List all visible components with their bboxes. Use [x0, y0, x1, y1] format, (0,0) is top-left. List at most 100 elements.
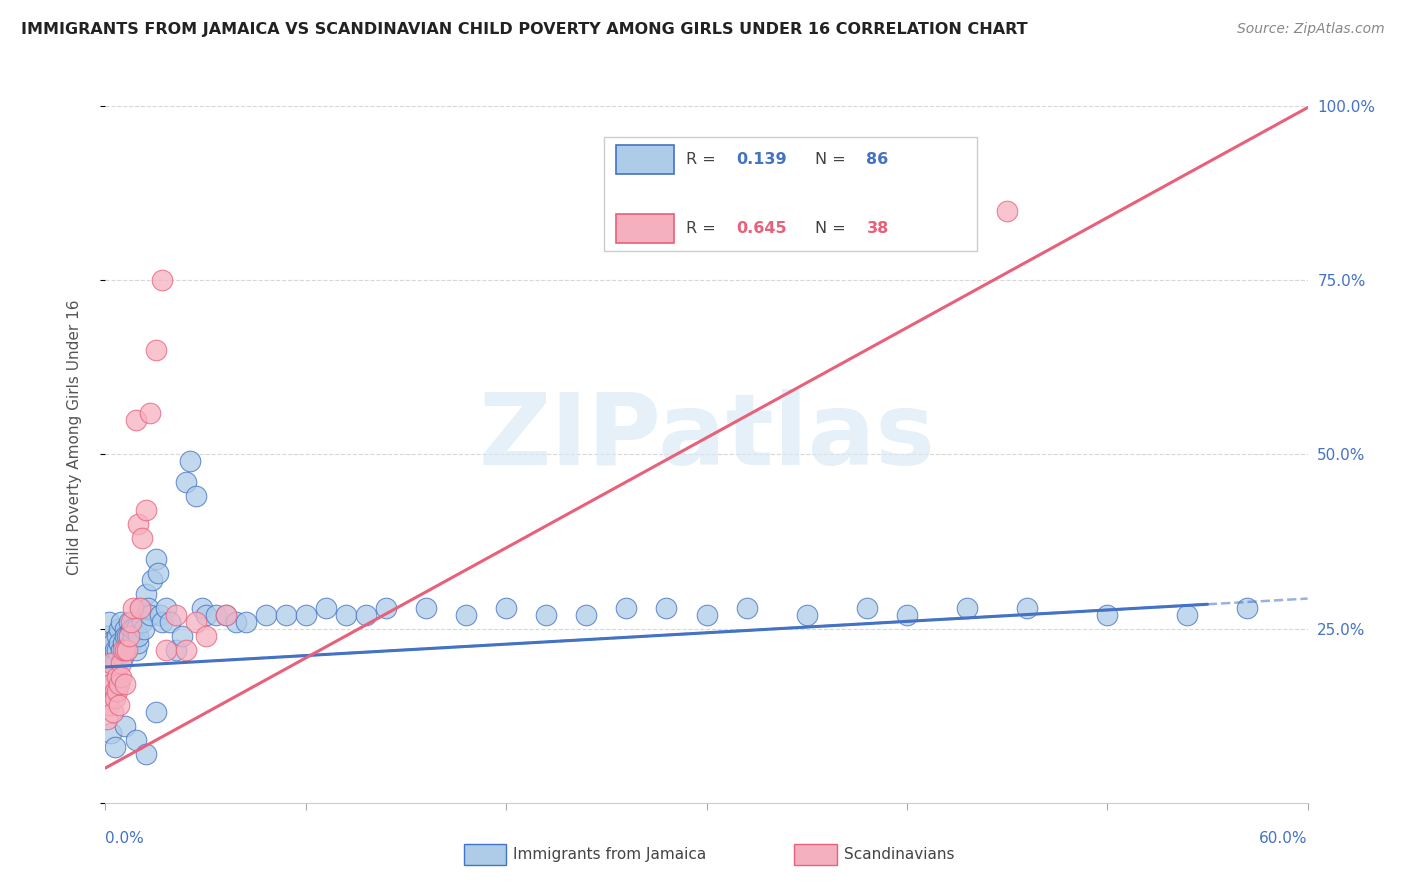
Point [1236, 600, 1258, 615]
Point [104, 657, 127, 671]
Point [235, 615, 257, 629]
Point [956, 600, 979, 615]
Text: 0.139: 0.139 [737, 152, 787, 167]
Point [148, 607, 170, 622]
Point [107, 684, 129, 698]
Point [96, 642, 118, 657]
Point [1097, 607, 1119, 622]
Point [194, 607, 217, 622]
Point [127, 517, 149, 532]
Point [110, 657, 132, 671]
Point [118, 629, 141, 643]
Point [214, 607, 236, 622]
Point [155, 600, 177, 615]
Point [104, 740, 127, 755]
Point [104, 642, 127, 657]
Point [122, 622, 145, 636]
Point [225, 615, 247, 629]
Point [454, 607, 477, 622]
Point [145, 552, 167, 566]
Point [534, 607, 557, 622]
Point [124, 642, 146, 657]
Point [131, 531, 153, 545]
Point [165, 642, 187, 657]
Point [124, 412, 146, 426]
Point [179, 454, 201, 468]
Text: N =: N = [814, 221, 851, 236]
Text: ZIPatlas: ZIPatlas [478, 389, 935, 485]
Point [616, 600, 638, 615]
Point [696, 607, 718, 622]
Point [117, 629, 139, 643]
Text: N =: N = [814, 152, 851, 167]
Text: 38: 38 [866, 221, 889, 236]
Point [165, 607, 187, 622]
Point [150, 273, 173, 287]
Point [96, 712, 118, 726]
Point [124, 733, 146, 747]
Point [141, 573, 163, 587]
Point [855, 600, 877, 615]
Point [103, 635, 125, 649]
Point [1177, 607, 1199, 622]
Point [108, 677, 131, 691]
Point [159, 615, 181, 629]
Point [103, 657, 125, 671]
Point [112, 649, 135, 664]
Point [107, 670, 129, 684]
Point [98, 635, 121, 649]
Point [131, 615, 153, 629]
Point [112, 635, 135, 649]
Point [110, 615, 132, 629]
Point [118, 629, 141, 643]
Point [108, 635, 131, 649]
Point [114, 677, 136, 691]
FancyBboxPatch shape [605, 137, 977, 251]
Point [184, 489, 207, 503]
Point [335, 607, 357, 622]
Point [174, 475, 197, 490]
Point [155, 642, 177, 657]
Point [170, 629, 193, 643]
Point [100, 726, 122, 740]
Point [214, 607, 236, 622]
Point [128, 600, 150, 615]
Point [114, 642, 136, 657]
Text: Source: ZipAtlas.com: Source: ZipAtlas.com [1237, 22, 1385, 37]
Point [121, 615, 143, 629]
Point [415, 600, 437, 615]
Point [254, 607, 277, 622]
Point [117, 642, 139, 657]
Point [127, 629, 149, 643]
Point [110, 642, 132, 657]
Text: R =: R = [686, 221, 721, 236]
Point [104, 691, 127, 706]
Point [122, 629, 145, 643]
Point [655, 600, 678, 615]
Point [145, 343, 167, 357]
Point [127, 635, 149, 649]
Point [98, 698, 121, 713]
Text: 0.645: 0.645 [737, 221, 787, 236]
Point [124, 622, 146, 636]
Point [135, 587, 157, 601]
Point [135, 747, 157, 761]
Text: 0.0%: 0.0% [105, 831, 145, 847]
Point [100, 664, 122, 678]
FancyBboxPatch shape [616, 214, 673, 244]
Point [150, 615, 173, 629]
Point [103, 705, 125, 719]
Point [145, 705, 167, 719]
Point [174, 642, 197, 657]
Point [374, 600, 398, 615]
Y-axis label: Child Poverty Among Girls Under 16: Child Poverty Among Girls Under 16 [67, 300, 82, 574]
Point [995, 203, 1018, 218]
Text: Scandinavians: Scandinavians [844, 847, 955, 862]
Point [100, 657, 122, 671]
Point [121, 635, 143, 649]
Point [1017, 600, 1039, 615]
Point [114, 622, 136, 636]
Point [274, 607, 297, 622]
Point [135, 503, 157, 517]
Point [121, 622, 143, 636]
